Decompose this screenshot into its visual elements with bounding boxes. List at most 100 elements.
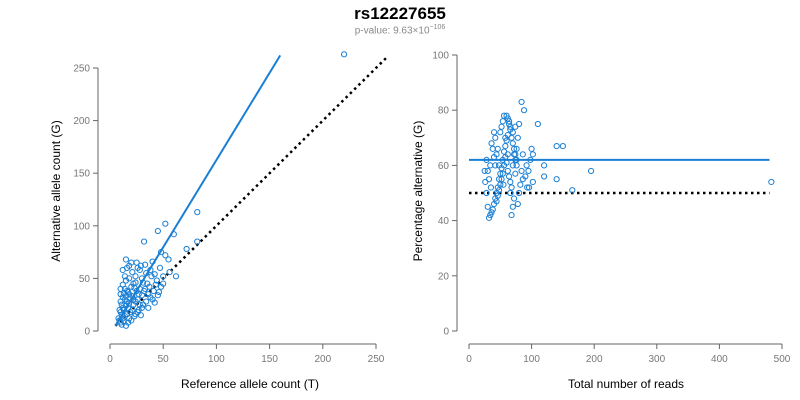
panel-left-data-point — [153, 277, 160, 284]
panel-right-data-point — [587, 167, 595, 175]
panel-right-data-point — [569, 187, 576, 194]
panel-right-data-point — [513, 145, 520, 152]
panel-right-data-point — [483, 156, 490, 163]
panel-left-data-point — [151, 299, 158, 306]
panel-right-data-point — [510, 195, 518, 202]
panel-right-y-axis-title: Percentage alternative (G) — [411, 121, 425, 262]
panel-right-data-point — [494, 192, 501, 199]
panel-right-y-tick-label: 60 — [438, 161, 450, 172]
panel-right-data-point — [524, 184, 531, 191]
panel-left-data-point — [130, 301, 137, 308]
panel-right-data-point — [507, 178, 514, 186]
panel-left-data-point — [340, 51, 348, 58]
panel-left-data-point — [128, 259, 135, 266]
panel-left-data-point — [139, 279, 147, 286]
panel-right-data-point — [488, 140, 495, 147]
panel-left-data-point — [172, 273, 180, 280]
panel-right-data-point — [500, 181, 507, 188]
panel-right-data-point — [485, 176, 493, 183]
panel-left-data-point — [132, 273, 139, 280]
panel-left-data-point — [140, 238, 148, 245]
panel-right-y-tick-label: 0 — [443, 327, 449, 338]
panel-right-data-point — [515, 189, 523, 197]
panel-left-data-point — [149, 258, 156, 265]
panel-right-data-point — [485, 214, 493, 221]
panel-left-x-tick-label: 250 — [368, 354, 385, 365]
panel-left-data-point — [118, 301, 125, 308]
panel-right-data-point — [484, 203, 491, 210]
panel-right-data-point — [484, 167, 491, 175]
panel-right-data-point — [498, 176, 505, 183]
panel-right-data-point — [514, 134, 521, 141]
panel-right-data-point — [529, 151, 536, 158]
panel-left-y-axis-title: Alternative allele count (G) — [49, 120, 63, 261]
panel-left-data-point — [156, 264, 164, 271]
panel-left-data-point — [152, 281, 159, 288]
panel-right-x-tick-label: 300 — [648, 354, 665, 365]
panel-left-data-point — [122, 256, 130, 263]
panel-left-data-point — [128, 283, 135, 290]
panel-right-y-tick-label: 80 — [438, 106, 450, 117]
panel-left-data-point — [138, 292, 146, 299]
panel-right-data-point — [508, 211, 515, 219]
panel-right-data-point — [490, 129, 498, 136]
panel-right-data-point — [514, 200, 521, 208]
panel-left-y-tick-label: 100 — [73, 221, 90, 232]
panel-left-data-point — [126, 275, 133, 282]
panel-right-x-tick-label: 200 — [586, 354, 603, 365]
panel-right-data-point — [534, 120, 541, 128]
panel-right-data-point — [493, 198, 500, 205]
panel-right-data-point — [487, 162, 494, 169]
panel-right-data-point — [502, 134, 509, 141]
panel-right-data-point — [509, 140, 516, 147]
panel-left-data-point — [160, 280, 167, 287]
subtitle-exponent: −106 — [429, 24, 446, 31]
panel-left-data-point — [145, 304, 152, 311]
panel-right-data-point — [527, 156, 534, 163]
panel-left-data-point — [129, 268, 136, 276]
panel-right-data-point — [528, 145, 535, 152]
panel-left-data-point — [162, 220, 169, 227]
panel-left-x-tick-label: 50 — [158, 354, 170, 365]
panel-left-data-point — [135, 306, 142, 314]
panel-right-data-point — [487, 184, 495, 191]
panel-right-data-point — [505, 173, 513, 180]
panel-right-data-point — [522, 173, 529, 180]
panel-left-data-point — [124, 319, 132, 326]
subtitle-prefix: p-value: 9.63×10 — [354, 25, 430, 37]
panel-right-data-point — [518, 98, 525, 106]
panel-right-data-point — [525, 184, 533, 191]
panel-right-x-axis-title: Total number of reads — [568, 377, 684, 391]
panel-right-data-point — [505, 120, 513, 128]
panel-left-x-axis-title: Reference allele count (T) — [181, 377, 319, 391]
panel-left-data-point — [117, 285, 124, 293]
panel-left-data-point — [194, 238, 201, 245]
panel-left-data-point — [132, 311, 139, 318]
panel-right-data-point — [504, 151, 511, 158]
panel-right-data-point — [553, 142, 560, 150]
panel-right-data-point — [518, 167, 525, 175]
panel-right-data-point — [513, 162, 520, 169]
panel-left-y-tick-label: 150 — [73, 169, 90, 180]
panel-right-data-point — [502, 142, 509, 150]
panel-left-y-tick-label: 250 — [73, 64, 90, 75]
panel-right-x-tick-label: 500 — [774, 354, 791, 365]
panel-left-reference-line — [114, 56, 388, 327]
panel-right-y-tick-label: 40 — [438, 216, 450, 227]
panel-right-data-point — [508, 134, 515, 141]
panel-right-data-point — [541, 162, 548, 169]
panel-left-data-point — [166, 268, 173, 276]
panel-right-data-point — [497, 181, 504, 188]
panel-right-data-point — [512, 156, 519, 163]
panel-right-data-point — [512, 123, 519, 130]
panel-left-data-point — [165, 256, 172, 263]
panel-right-data-point — [498, 123, 505, 130]
panel-left-data-point — [154, 227, 161, 235]
panel-right-data-point — [529, 178, 536, 186]
panel-left-data-point — [162, 252, 169, 259]
panel-right-data-point — [525, 167, 532, 175]
panel-right-data-point — [497, 170, 504, 177]
panel-left-data-point — [160, 273, 167, 280]
panel-left-data-point — [146, 283, 153, 290]
